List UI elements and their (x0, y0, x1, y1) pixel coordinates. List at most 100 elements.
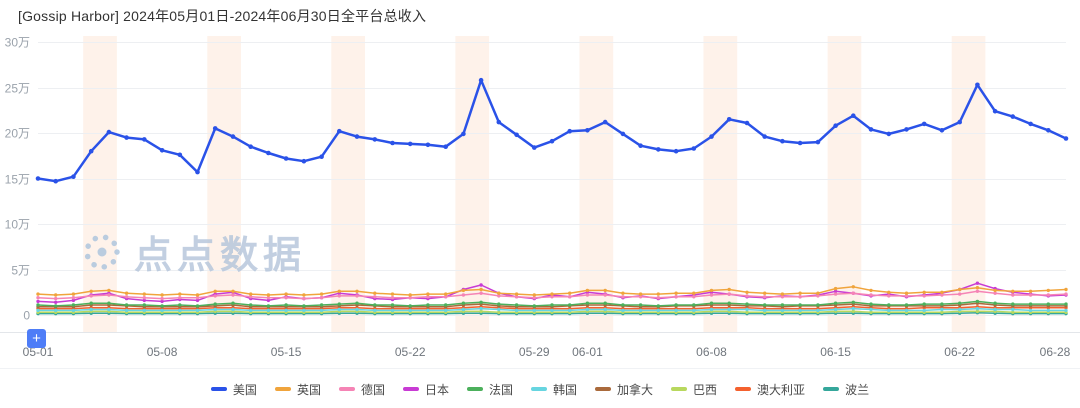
series-point-uk (107, 288, 111, 293)
series-point-de (408, 296, 412, 300)
x-axis-label: 05-29 (518, 345, 550, 359)
series-point-us (797, 140, 803, 146)
series-point-kr (532, 308, 536, 313)
series-point-us (283, 156, 289, 161)
series-point-us (372, 137, 378, 142)
series-point-kr (904, 308, 909, 313)
series-point-de (142, 296, 146, 300)
series-point-fr (266, 304, 271, 308)
series-point-jp (71, 298, 76, 303)
series-point-de (107, 293, 111, 297)
series-point-uk (284, 292, 288, 296)
legend-item-br[interactable]: 巴西 (671, 381, 717, 398)
series-point-de (124, 295, 129, 299)
series-point-uk (514, 292, 519, 296)
series-point-us (478, 77, 484, 83)
series-point-de (355, 294, 359, 298)
series-point-de (869, 293, 873, 297)
y-axis-label: 10万 (5, 218, 30, 232)
series-point-de (479, 291, 483, 295)
weekend-band (331, 36, 365, 332)
series-point-kr (1011, 307, 1015, 312)
legend-mark-icon (466, 387, 483, 391)
series-point-de (833, 292, 838, 296)
legend-item-uk[interactable]: 英国 (274, 381, 321, 398)
legend: 美国 英国 德国 日本 法国 韩国 加拿大 巴西 澳大利亚 波兰 (0, 369, 1080, 408)
y-axis-label: 0 (23, 309, 30, 323)
legend-item-jp[interactable]: 日本 (402, 381, 449, 398)
chart-title: [Gossip Harbor] 2024年05月01日-2024年06月30日全… (18, 8, 427, 24)
series-point-de (1064, 292, 1068, 296)
series-point-us (266, 150, 271, 156)
series-point-kr (390, 308, 395, 313)
series-point-fr (975, 299, 980, 304)
legend-item-de[interactable]: 德国 (338, 381, 385, 398)
series-point-kr (107, 307, 111, 312)
series-point-jp (195, 298, 200, 303)
series-point-uk (993, 288, 997, 293)
series-point-us (886, 131, 892, 137)
series-point-kr (1028, 308, 1033, 313)
series-point-us (921, 121, 927, 127)
series-point-us (407, 141, 413, 147)
series-point-fr (319, 303, 324, 307)
legend-mark-icon (338, 387, 355, 391)
legend-item-pl[interactable]: 波兰 (823, 381, 869, 398)
y-axis-label: 5万 (11, 264, 30, 278)
series-point-de (603, 293, 607, 297)
series-point-fr (107, 301, 111, 305)
series-point-fr (532, 304, 536, 308)
series-point-kr (674, 308, 678, 313)
legend-item-us[interactable]: 美国 (210, 381, 257, 398)
legend-label: 法国 (488, 382, 513, 397)
series-point-uk (763, 291, 767, 295)
series-point-de (319, 296, 324, 300)
series-point-de (1046, 293, 1051, 297)
add-compare-button[interactable]: + (27, 329, 46, 348)
series-point-kr (373, 308, 377, 313)
series-point-us (620, 131, 626, 137)
series-point-kr (940, 307, 944, 312)
series-point-kr (213, 307, 217, 312)
series-point-uk (585, 288, 590, 293)
series-point-fr (585, 301, 590, 305)
series-point-de (638, 295, 643, 299)
series-point-kr (36, 308, 40, 313)
series-point-fr (195, 304, 200, 308)
series-point-fr (124, 303, 129, 307)
series-point-br (940, 310, 944, 314)
series-point-kr (479, 306, 483, 311)
series-point-us (585, 128, 590, 133)
series-point-fr (922, 302, 926, 306)
series-point-us (461, 131, 466, 137)
series-point-us (390, 140, 395, 146)
legend-item-ca[interactable]: 加拿大 (595, 381, 653, 398)
series-point-us (567, 128, 572, 134)
series-point-de (940, 293, 944, 297)
legend-label: 加拿大 (617, 382, 654, 397)
series-point-us (1063, 136, 1069, 141)
series-point-kr (727, 307, 731, 312)
series-point-fr (869, 302, 873, 306)
legend-item-kr[interactable]: 韩国 (531, 381, 577, 398)
legend-label: 美国 (232, 382, 257, 397)
series-point-fr (444, 303, 448, 307)
series-point-fr (958, 301, 962, 305)
series-point-us (248, 144, 253, 149)
series-point-uk (89, 289, 93, 293)
series-point-uk (603, 288, 607, 293)
series-point-us (53, 178, 58, 184)
series-point-uk (249, 292, 253, 296)
legend-item-fr[interactable]: 法国 (466, 381, 513, 398)
series-point-us (1028, 121, 1033, 127)
series-point-us (904, 127, 909, 132)
series-point-us (230, 134, 236, 139)
series-point-fr (780, 303, 785, 307)
series-point-kr (497, 307, 501, 312)
series-point-kr (709, 307, 714, 312)
series-point-uk (1046, 288, 1051, 293)
y-axis-label: 25万 (5, 82, 30, 96)
series-point-de (816, 294, 820, 298)
legend-item-au[interactable]: 澳大利亚 (735, 381, 805, 398)
series-point-fr (408, 304, 412, 308)
